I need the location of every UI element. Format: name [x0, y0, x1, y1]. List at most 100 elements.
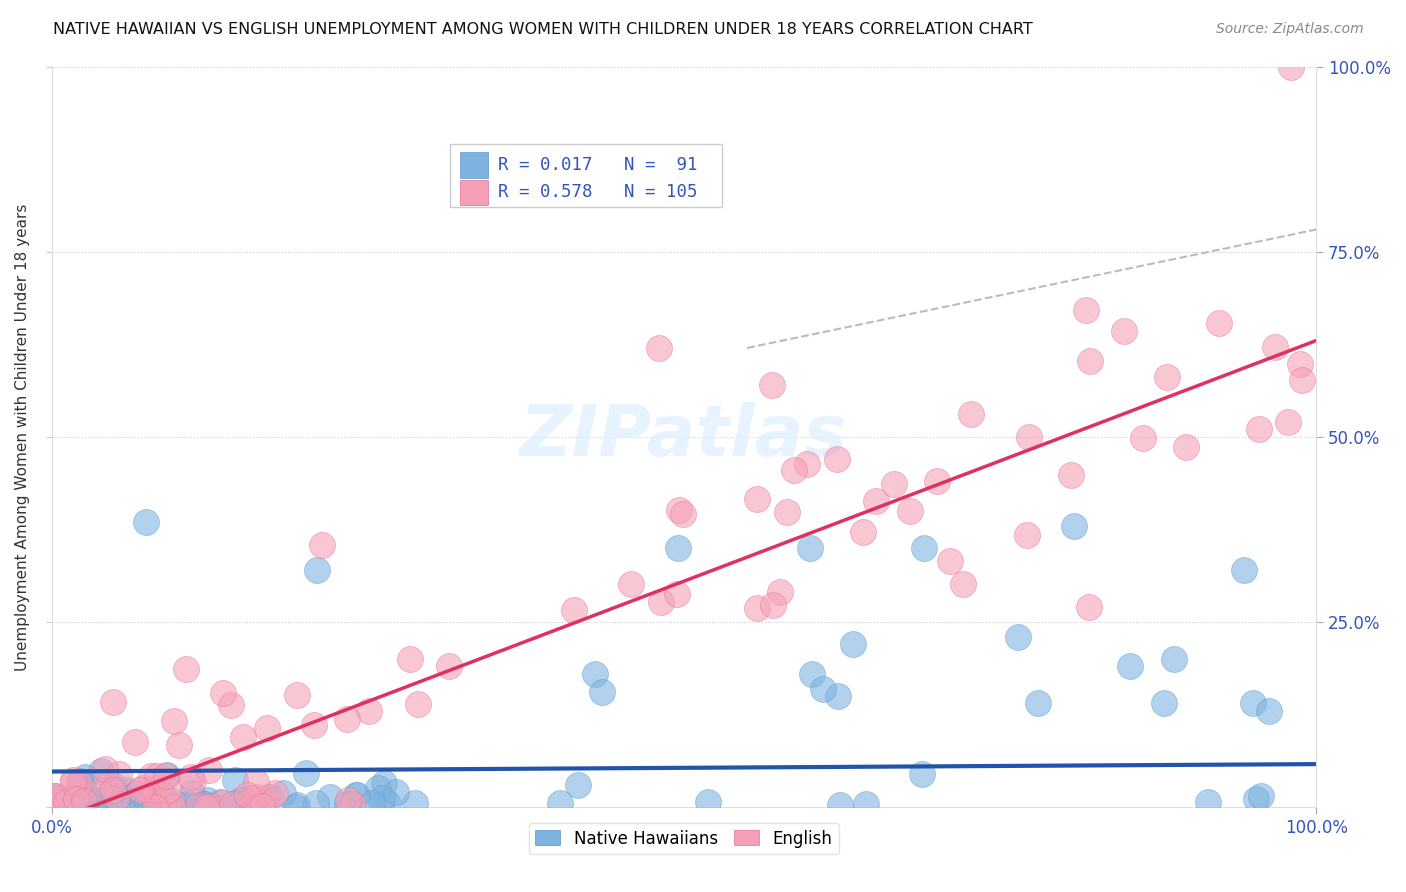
Point	[799, 541, 821, 555]
Point	[271, 786, 294, 800]
Point	[1077, 600, 1099, 615]
Point	[69, 773, 91, 788]
Point	[239, 791, 262, 805]
Point	[828, 798, 851, 813]
Point	[62, 774, 84, 789]
Point	[73, 770, 96, 784]
Point	[1277, 415, 1299, 429]
Point	[65, 792, 87, 806]
Point	[221, 797, 243, 811]
Point	[650, 595, 672, 609]
Point	[769, 585, 792, 599]
Point	[108, 767, 131, 781]
Point	[209, 795, 232, 809]
Point	[224, 773, 246, 788]
Point	[73, 794, 96, 808]
Text: R = 0.578   N = 105: R = 0.578 N = 105	[498, 184, 697, 202]
Point	[141, 769, 163, 783]
Point	[305, 796, 328, 810]
Point	[105, 791, 128, 805]
Point	[747, 492, 769, 507]
Point	[66, 785, 89, 799]
Point	[827, 452, 849, 467]
Point	[162, 800, 184, 814]
Point	[55, 795, 77, 809]
Point	[180, 786, 202, 800]
Point	[883, 477, 905, 491]
Point	[855, 797, 877, 812]
Point	[842, 637, 865, 651]
Point	[100, 783, 122, 797]
Point	[373, 776, 395, 790]
Point	[562, 603, 585, 617]
Y-axis label: Unemployment Among Women with Children Under 18 years: Unemployment Among Women with Children U…	[15, 203, 30, 671]
Point	[167, 739, 190, 753]
Point	[180, 771, 202, 785]
Point	[142, 796, 165, 810]
Point	[762, 598, 785, 612]
Point	[1289, 358, 1312, 372]
Point	[188, 799, 211, 814]
Point	[307, 563, 329, 577]
Point	[44, 789, 66, 803]
Point	[136, 797, 159, 812]
Point	[145, 797, 167, 812]
Point	[75, 795, 97, 809]
Point	[377, 797, 399, 811]
Point	[294, 766, 316, 780]
Point	[125, 787, 148, 801]
Point	[342, 797, 364, 812]
Point	[193, 797, 215, 812]
Point	[87, 784, 110, 798]
Point	[246, 789, 269, 804]
Point	[801, 666, 824, 681]
Point	[82, 795, 104, 809]
Point	[143, 781, 166, 796]
Point	[398, 651, 420, 665]
Point	[145, 792, 167, 806]
FancyBboxPatch shape	[450, 145, 721, 207]
Point	[44, 789, 66, 803]
Point	[48, 791, 70, 805]
Point	[666, 541, 689, 555]
Point	[160, 794, 183, 808]
Text: NATIVE HAWAIIAN VS ENGLISH UNEMPLOYMENT AMONG WOMEN WITH CHILDREN UNDER 18 YEARS: NATIVE HAWAIIAN VS ENGLISH UNEMPLOYMENT …	[53, 22, 1033, 37]
Point	[112, 797, 135, 811]
Point	[370, 797, 392, 811]
Point	[229, 793, 252, 807]
Point	[811, 681, 834, 696]
Point	[1279, 60, 1302, 74]
Point	[912, 541, 935, 555]
Point	[86, 799, 108, 814]
Point	[408, 697, 430, 711]
Point	[176, 797, 198, 811]
Point	[939, 554, 962, 568]
Point	[335, 797, 357, 811]
Point	[240, 792, 263, 806]
Bar	[460, 179, 488, 205]
Point	[115, 783, 138, 797]
Point	[236, 789, 259, 803]
Point	[1112, 324, 1135, 338]
Point	[152, 798, 174, 813]
Point	[193, 797, 215, 812]
Legend: Native Hawaiians, English: Native Hawaiians, English	[529, 823, 839, 855]
Point	[256, 721, 278, 735]
Point	[304, 717, 326, 731]
Point	[67, 776, 90, 790]
Point	[132, 781, 155, 796]
Point	[776, 505, 799, 519]
Point	[94, 762, 117, 776]
Point	[346, 788, 368, 802]
Point	[143, 783, 166, 797]
Point	[143, 786, 166, 800]
Text: R = 0.017   N =  91: R = 0.017 N = 91	[498, 156, 697, 174]
Point	[384, 785, 406, 799]
Text: ZIPatlas: ZIPatlas	[520, 402, 848, 471]
Point	[143, 800, 166, 814]
Point	[263, 786, 285, 800]
Point	[865, 493, 887, 508]
Point	[187, 798, 209, 813]
Point	[42, 791, 65, 805]
Point	[181, 774, 204, 789]
